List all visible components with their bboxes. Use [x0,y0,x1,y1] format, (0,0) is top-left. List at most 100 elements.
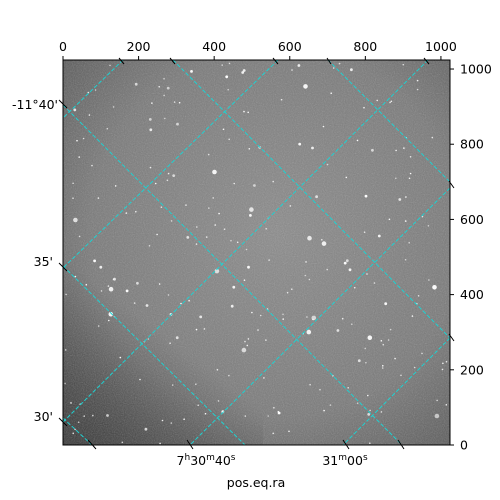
star [257,329,259,331]
star [402,63,405,66]
star [214,224,216,226]
star [341,317,344,320]
star [230,239,232,242]
star [306,329,312,335]
star [367,335,373,341]
star [92,414,94,417]
star [403,147,405,149]
star [222,128,225,131]
y-tick-label: 0 [460,438,468,453]
star [151,102,153,104]
y-tick-label: 400 [460,287,484,302]
star [158,86,160,88]
star [244,415,247,417]
star [217,400,220,402]
star [417,295,420,297]
star [345,259,349,263]
star [409,156,412,158]
star [273,407,275,409]
star [154,182,157,185]
star [82,137,85,140]
star [272,180,275,183]
star [382,365,384,367]
star [65,293,67,296]
x-axis-label: pos.eq.ra [227,475,285,490]
star [268,259,270,261]
star [369,442,371,445]
star [380,340,383,342]
star [70,402,72,404]
star [64,349,67,351]
star [93,259,96,263]
star [336,329,340,332]
star [72,432,74,435]
star [434,413,440,419]
star [303,84,308,89]
star [330,92,333,94]
grid-line [63,60,279,269]
star [306,316,308,318]
star [173,101,176,103]
star [74,428,76,431]
star [100,290,103,292]
ra-tick-labels: 7h30m40s 31m00s [87,439,405,468]
star [91,164,93,167]
star [113,277,116,281]
star [125,289,129,293]
star [145,304,149,307]
dec-tick-labels: -11°40' 35' 30' [12,97,68,427]
star [88,114,91,116]
star [265,339,267,341]
y-tick-label: 1000 [460,62,492,77]
star [94,89,97,91]
star [169,342,171,345]
star [106,127,109,130]
star [251,311,253,314]
star [326,268,329,271]
star [203,328,206,330]
star [307,235,312,241]
star [381,367,384,369]
grid-line [342,337,450,445]
right-world-ticks [448,180,455,342]
star [158,283,161,285]
grid-line [63,417,93,445]
star [171,384,174,386]
sky-image [63,60,450,445]
grid-line [172,60,450,339]
star [304,274,307,277]
star [387,339,390,341]
star [441,368,444,371]
star [413,366,416,369]
star [363,106,365,109]
star [241,347,247,353]
star [207,153,210,156]
x-pixel-ticks: 0 200 400 600 800 1000 [59,39,457,60]
star [114,185,117,187]
star [205,236,208,238]
star [160,206,163,208]
x-tick-label: 1000 [425,39,457,54]
star [308,278,311,281]
star [208,207,210,209]
star [421,352,423,355]
star [170,422,173,424]
star [416,88,419,91]
star [147,338,150,340]
star [167,294,170,296]
star [166,86,170,90]
star [204,412,207,415]
star [259,314,262,317]
dec-tick-marks [58,99,68,427]
star [83,415,85,417]
star [315,195,318,199]
star [199,315,203,319]
star [109,64,111,67]
star [267,415,270,417]
star [77,421,80,424]
star [442,362,444,365]
star [106,414,109,417]
star [232,285,236,289]
star [373,282,376,284]
star [408,242,411,244]
